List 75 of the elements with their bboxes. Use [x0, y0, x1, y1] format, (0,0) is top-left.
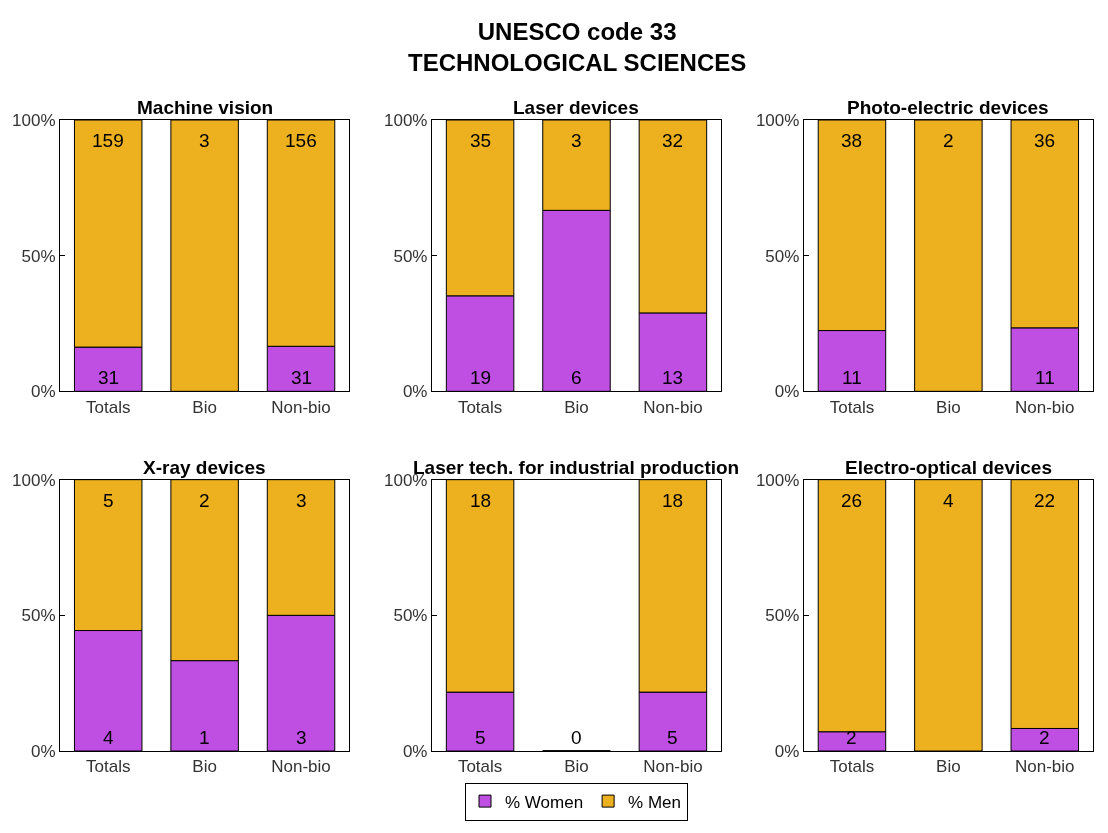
- annotation: 3: [296, 490, 307, 511]
- legend-label: % Women: [505, 792, 584, 812]
- y-tick-label: 50%: [21, 246, 56, 266]
- annotation: 31: [98, 367, 120, 388]
- x-tick-label: Totals: [457, 397, 503, 417]
- annotation: 2: [1039, 727, 1050, 748]
- y-tick-label: 0%: [774, 741, 800, 761]
- x-tick-label: Totals: [829, 757, 875, 777]
- y-tick-label: 0%: [402, 382, 428, 402]
- y-tick-label: 0%: [31, 382, 56, 402]
- annotation: 19: [470, 367, 492, 388]
- y-tick-label: 0%: [31, 741, 56, 761]
- text: UNESCO code 33 TECHNOLOGICAL SCIENCES: [408, 18, 747, 77]
- annotation: 36: [1034, 130, 1056, 151]
- annotation: 31: [291, 367, 313, 388]
- y-tick-label: 100%: [12, 110, 56, 130]
- annotation: 38: [841, 130, 863, 151]
- y-tick-label: 50%: [21, 606, 56, 626]
- annotation: 18: [662, 490, 684, 511]
- annotation: 22: [1034, 490, 1056, 511]
- annotation: 1: [199, 727, 210, 748]
- annotation: 3: [199, 130, 210, 151]
- annotation: 5: [475, 727, 486, 748]
- annotation: 4: [103, 727, 114, 748]
- y-tick-label: 50%: [393, 246, 428, 266]
- x-tick-label: Non-bio: [1015, 397, 1075, 417]
- annotation: 5: [103, 490, 114, 511]
- x-tick-label: Totals: [86, 757, 131, 777]
- x-tick-label: Bio: [564, 757, 589, 777]
- annotation: 11: [842, 367, 862, 388]
- annotation: 159: [92, 130, 124, 151]
- y-tick-label: 0%: [774, 382, 800, 402]
- y-tick-label: 0%: [402, 741, 428, 761]
- annotation: 4: [943, 490, 954, 511]
- annotation: 2: [943, 130, 954, 151]
- chart-title: Machine vision: [137, 97, 274, 118]
- y-tick-label: 100%: [12, 470, 56, 490]
- x-tick-label: Non-bio: [1015, 757, 1075, 777]
- annotation: 26: [841, 490, 863, 511]
- annotation: 11: [1035, 367, 1055, 388]
- y-tick-label: 100%: [755, 110, 800, 130]
- y-tick-label: 50%: [393, 606, 428, 626]
- annotation: 32: [662, 130, 684, 151]
- y-tick-label: 50%: [765, 606, 800, 626]
- x-tick-label: Non-bio: [271, 397, 331, 417]
- annotation: 0: [571, 727, 582, 748]
- chart-title: Photo-electric devices: [847, 97, 1049, 118]
- x-tick-label: Totals: [457, 757, 503, 777]
- chart-title: Laser devices: [513, 97, 639, 118]
- x-tick-label: Totals: [829, 397, 875, 417]
- annotation: 3: [296, 727, 307, 748]
- annotation: 6: [571, 367, 582, 388]
- chart-title: Electro-optical devices: [845, 457, 1052, 478]
- annotation: 18: [470, 490, 492, 511]
- x-tick-label: Bio: [936, 397, 961, 417]
- annotation: 156: [285, 130, 317, 151]
- y-tick-label: 100%: [384, 110, 428, 130]
- x-tick-label: Bio: [936, 757, 961, 777]
- y-tick-label: 50%: [765, 246, 800, 266]
- chart-title: X-ray devices: [143, 457, 266, 478]
- x-tick-label: Non-bio: [271, 757, 331, 777]
- x-tick-label: Bio: [192, 397, 217, 417]
- x-tick-label: Non-bio: [643, 397, 703, 417]
- x-tick-label: Non-bio: [643, 757, 703, 777]
- x-tick-label: Bio: [192, 757, 217, 777]
- annotation: 2: [199, 490, 210, 511]
- legend-label: % Men: [628, 792, 682, 812]
- x-tick-label: Totals: [86, 397, 131, 417]
- annotation: 5: [667, 727, 678, 748]
- annotation: 2: [846, 727, 857, 748]
- y-tick-label: 100%: [755, 470, 800, 490]
- annotation: 35: [470, 130, 492, 151]
- x-tick-label: Bio: [564, 397, 589, 417]
- annotation: 3: [571, 130, 582, 151]
- annotation: 13: [662, 367, 684, 388]
